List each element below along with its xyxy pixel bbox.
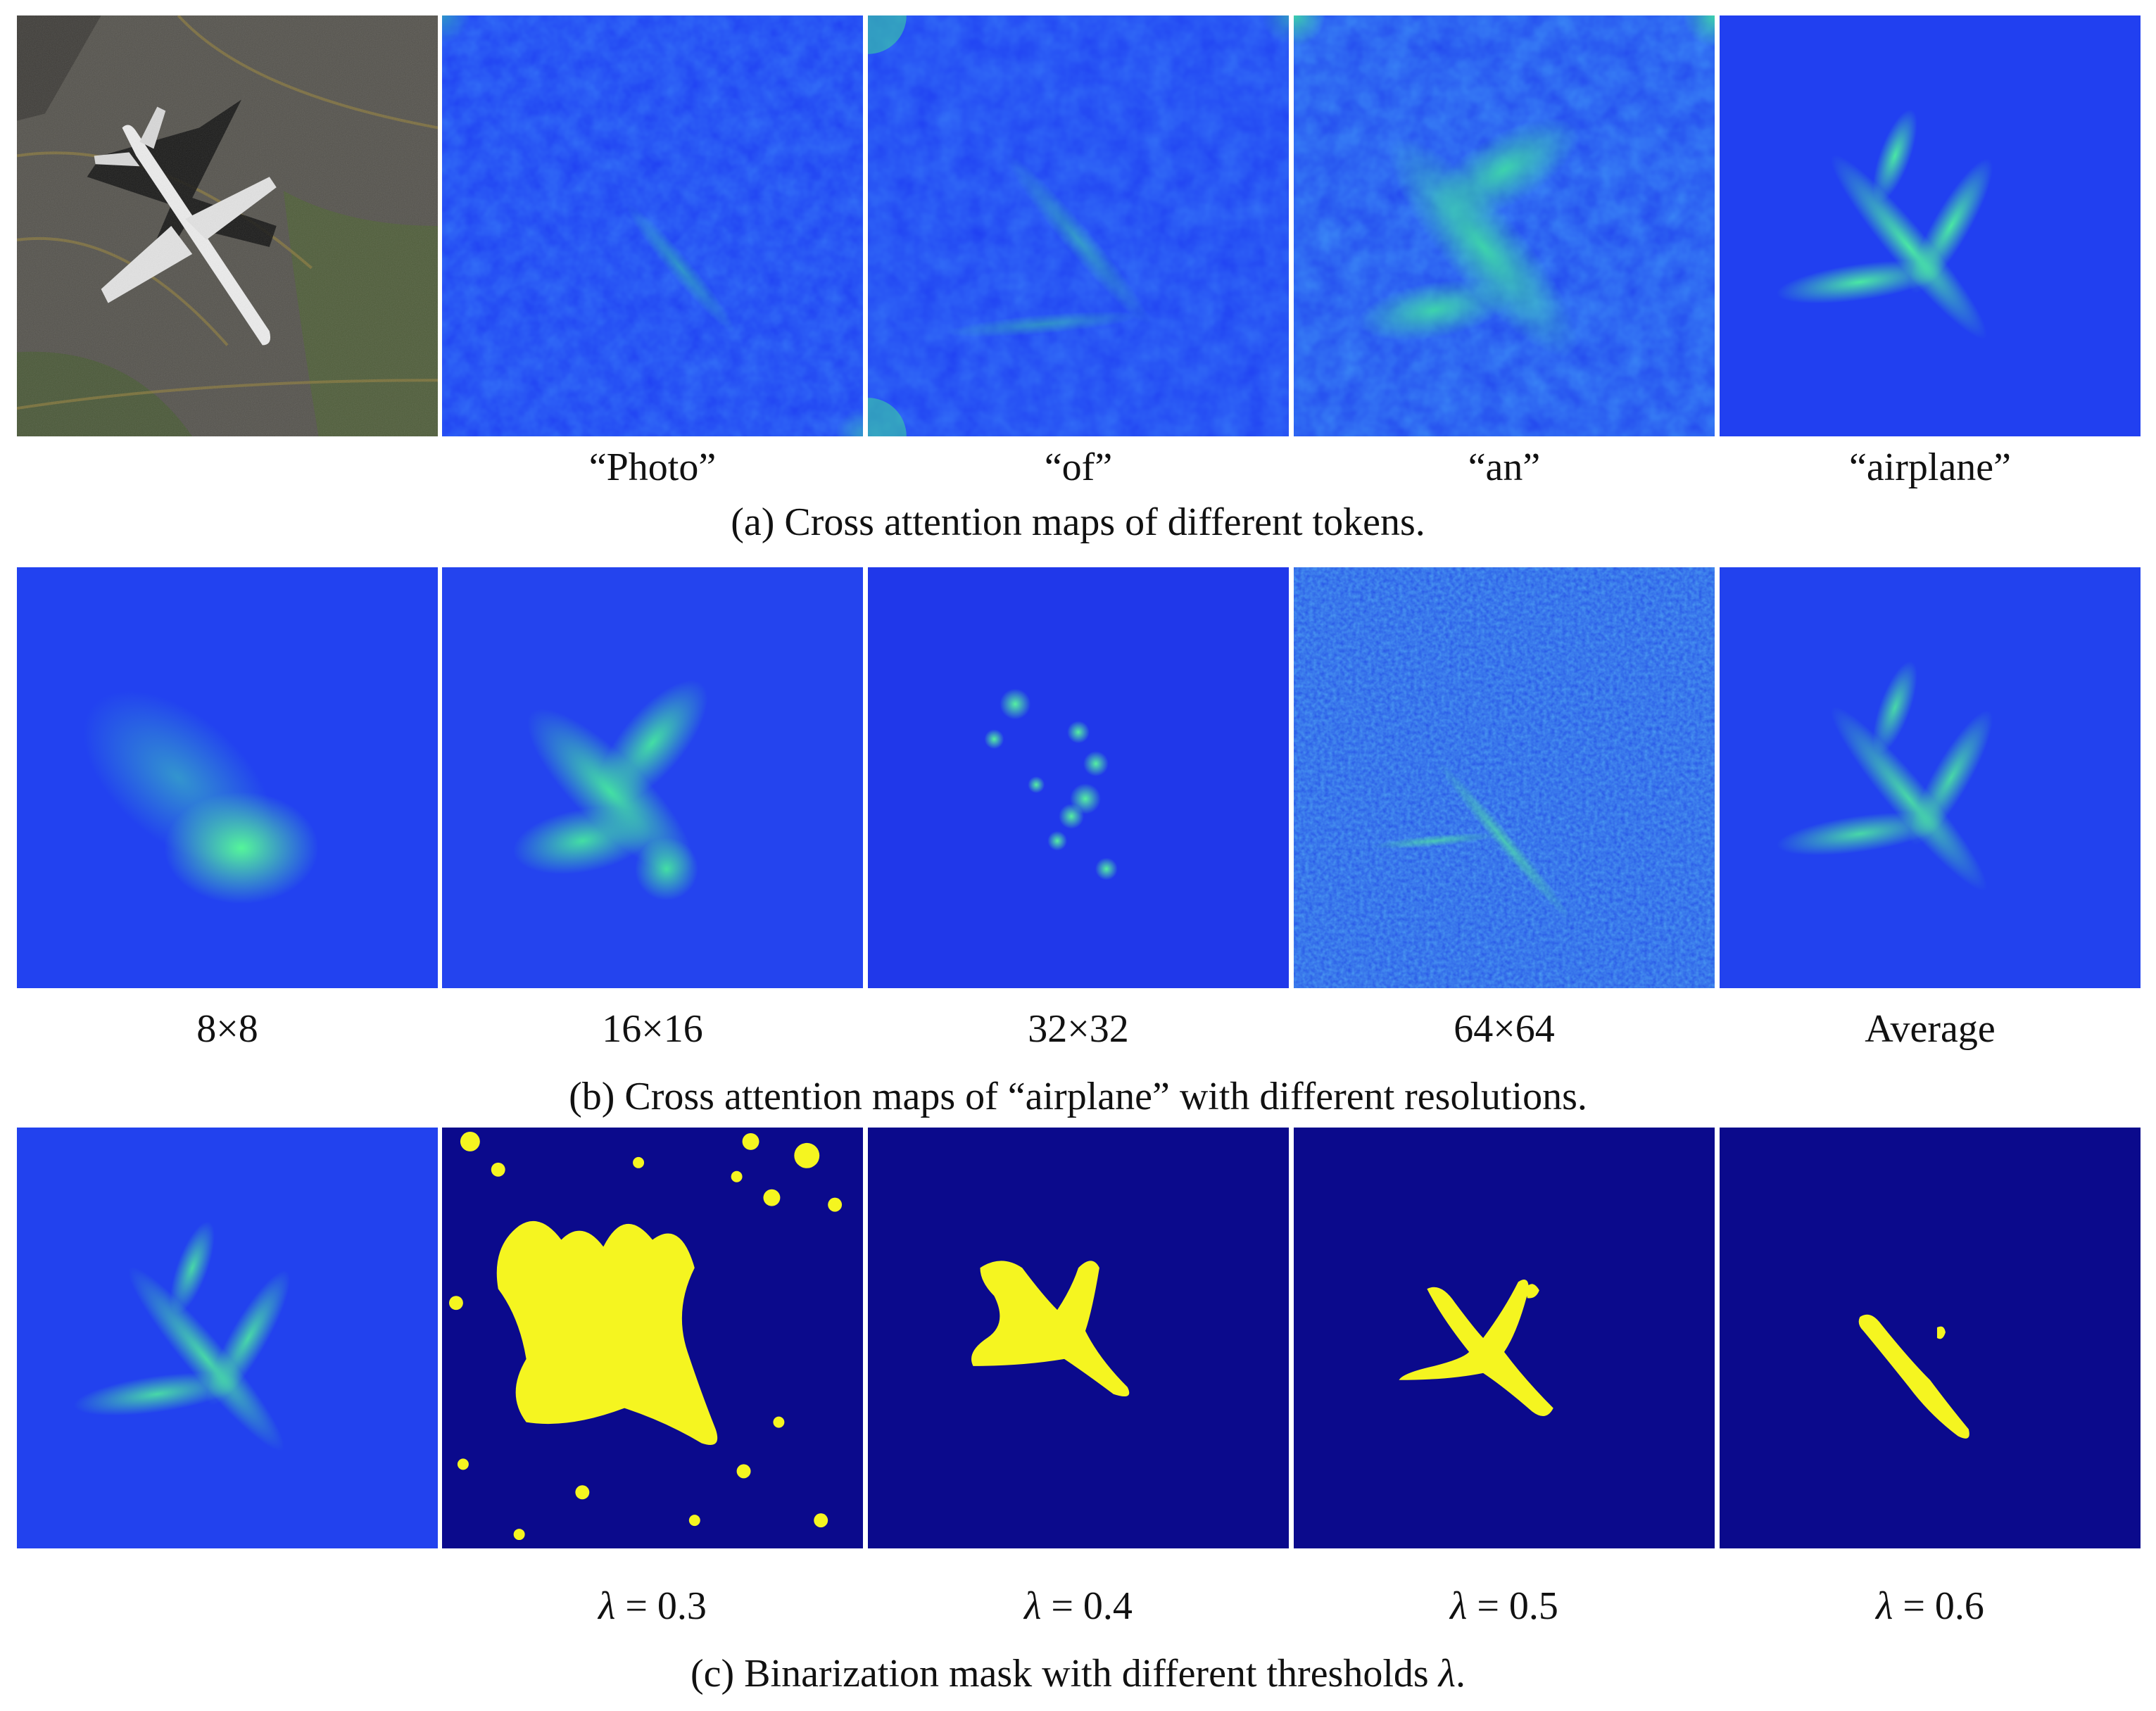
attention-map-source — [17, 1128, 438, 1548]
threshold-value: = 0.5 — [1477, 1584, 1558, 1628]
token-label-photo: “Photo” — [588, 446, 717, 489]
resolution-label-8x8: 8×8 — [196, 1007, 258, 1051]
caption-c-text: (c) Binarization mask with different thr… — [691, 1652, 1429, 1696]
attention-map-of — [868, 15, 1289, 436]
binary-mask-0-4 — [868, 1128, 1289, 1548]
attention-map-8x8 — [17, 567, 438, 988]
resolution-label-average: Average — [1865, 1007, 1996, 1051]
attention-map-an — [1294, 15, 1715, 436]
threshold-value: = 0.3 — [625, 1584, 707, 1628]
lambda-symbol: λ — [598, 1584, 616, 1628]
threshold-label-0-6: λ = 0.6 — [1720, 1584, 2141, 1629]
caption-c: (c) Binarization mask with different thr… — [0, 1651, 2156, 1696]
lambda-symbol: λ — [1024, 1584, 1042, 1628]
binary-mask-0-6 — [1720, 1128, 2141, 1548]
resolution-label-64x64: 64×64 — [1454, 1007, 1555, 1051]
attention-map-average — [1720, 567, 2141, 988]
lambda-symbol: λ — [1876, 1584, 1893, 1628]
token-label-an: “an” — [1468, 446, 1541, 489]
lambda-symbol: λ — [1450, 1584, 1468, 1628]
threshold-label-0-4: λ = 0.4 — [868, 1584, 1289, 1629]
attention-map-photo — [442, 15, 863, 436]
attention-map-16x16 — [442, 567, 863, 988]
threshold-value: = 0.4 — [1051, 1584, 1133, 1628]
resolution-label-32x32: 32×32 — [1028, 1007, 1129, 1051]
token-label-of: “of” — [1044, 446, 1113, 489]
caption-c-period: . — [1455, 1652, 1465, 1696]
threshold-label-0-5: λ = 0.5 — [1294, 1584, 1715, 1629]
binary-mask-0-5 — [1294, 1128, 1715, 1548]
caption-a: (a) Cross attention maps of different to… — [731, 500, 1425, 544]
lambda-symbol: λ — [1438, 1652, 1456, 1696]
attention-map-airplane — [1720, 15, 2141, 436]
caption-b: (b) Cross attention maps of “airplane” w… — [569, 1075, 1587, 1118]
airplane-satellite-image — [17, 15, 438, 436]
attention-map-64x64 — [1294, 567, 1715, 988]
threshold-value: = 0.6 — [1903, 1584, 1984, 1628]
threshold-label-0-3: λ = 0.3 — [442, 1584, 863, 1629]
token-label-airplane: “airplane” — [1848, 446, 2012, 489]
attention-map-32x32 — [868, 567, 1289, 988]
resolution-label-16x16: 16×16 — [602, 1007, 703, 1051]
binary-mask-0-3 — [442, 1128, 863, 1548]
